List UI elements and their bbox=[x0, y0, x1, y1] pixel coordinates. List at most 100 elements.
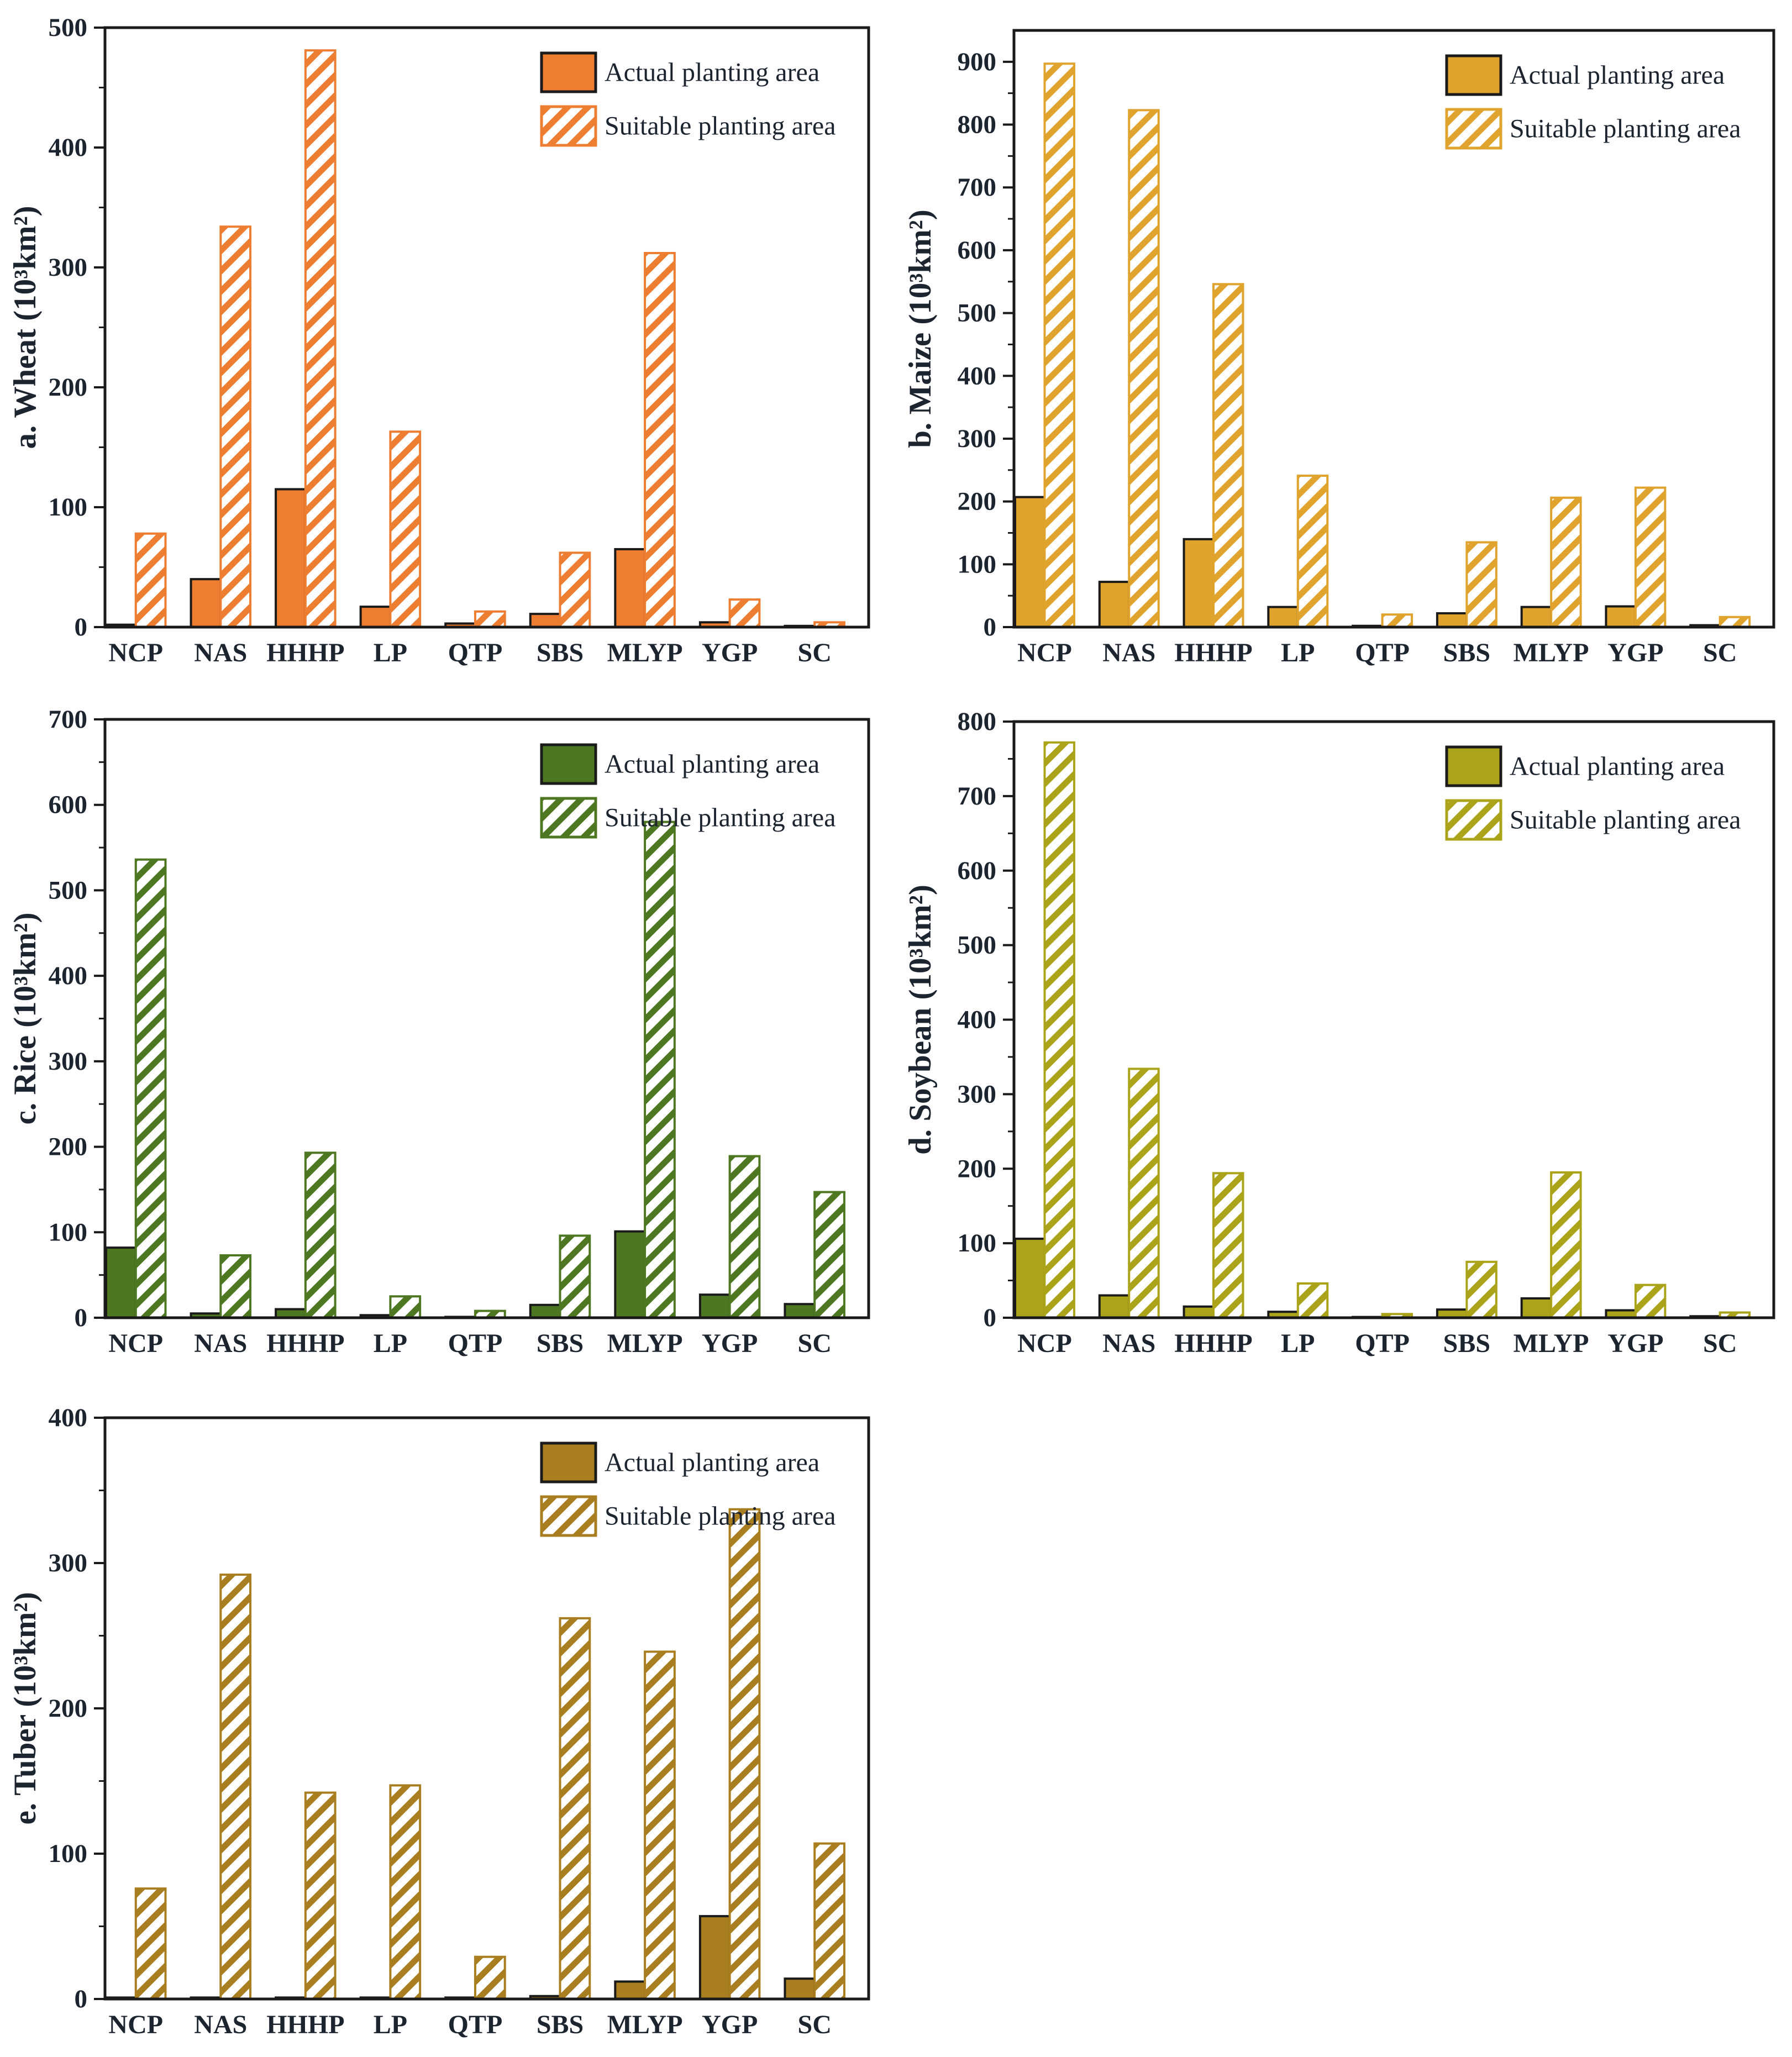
x-tick-label-YGP: YGP bbox=[1607, 638, 1663, 667]
legend-label-suitable: Suitable planting area bbox=[605, 1502, 836, 1531]
bar-actual-LP bbox=[359, 606, 392, 628]
bar-actual-YGP bbox=[698, 1915, 731, 2001]
bar-suitable-YGP bbox=[728, 1508, 761, 2000]
x-tick-label-NCP: NCP bbox=[108, 2010, 163, 2039]
bar-actual-HHHP bbox=[1183, 1305, 1215, 1319]
bar-actual-SC bbox=[784, 1977, 816, 2001]
x-tick-label-QTP: QTP bbox=[448, 638, 503, 667]
legend-label-actual: Actual planting area bbox=[605, 58, 819, 87]
bar-actual-NCP bbox=[105, 1246, 137, 1319]
y-tick-label: 500 bbox=[49, 13, 88, 42]
bar-suitable-LP bbox=[389, 1784, 422, 2000]
y-tick-label: 500 bbox=[49, 876, 88, 904]
x-tick-label-NAS: NAS bbox=[1102, 638, 1155, 667]
bar-actual-MLYP bbox=[1520, 1297, 1553, 1319]
x-tick-label-QTP: QTP bbox=[1355, 1329, 1410, 1358]
x-tick-label-YGP: YGP bbox=[702, 2010, 758, 2039]
x-tick-label-NAS: NAS bbox=[194, 1329, 247, 1358]
y-tick-label: 400 bbox=[49, 961, 88, 990]
bar-suitable-NCP bbox=[134, 858, 167, 1319]
bar-suitable-NCP bbox=[134, 532, 167, 628]
bar-suitable-QTP bbox=[1381, 613, 1413, 629]
y-axis-title: b. Maize (10³km²) bbox=[903, 209, 938, 448]
bar-suitable-MLYP bbox=[1550, 1171, 1582, 1319]
y-axis-title: d. Soybean (10³km²) bbox=[903, 885, 938, 1155]
legend-swatch-suitable bbox=[1445, 108, 1502, 150]
bar-actual-MLYP bbox=[614, 548, 647, 629]
chart-e-tuber: 0 100 200 300 400 NCP NAS HHHP LP QTP SBS MLYP YGP SC… bbox=[0, 1376, 895, 2057]
bar-actual-LP bbox=[1267, 606, 1299, 629]
bar-suitable-YGP bbox=[728, 1155, 761, 1319]
y-tick-label: 0 bbox=[75, 613, 88, 641]
x-tick-label-SC: SC bbox=[798, 1329, 832, 1358]
legend-label-actual: Actual planting area bbox=[1510, 752, 1725, 781]
y-tick-label: 700 bbox=[958, 173, 997, 202]
y-tick-label: 600 bbox=[49, 791, 88, 819]
bar-suitable-MLYP bbox=[644, 1650, 676, 2000]
chart-a-wheat: 0 100 200 300 400 500 NCP NAS HHHP LP QTP SBS MLYP YG… bbox=[0, 0, 895, 685]
bar-suitable-LP bbox=[1296, 475, 1329, 628]
bar-suitable-SBS bbox=[559, 551, 591, 629]
y-tick-label: 800 bbox=[958, 111, 997, 139]
y-tick-label: 300 bbox=[49, 1047, 88, 1076]
bar-suitable-NAS bbox=[219, 1254, 252, 1319]
x-tick-label-SBS: SBS bbox=[537, 638, 584, 667]
wheat-plot: 0 100 200 300 400 500 NCP NAS HHHP LP QTP SBS MLYP YG… bbox=[8, 13, 870, 667]
bar-suitable-MLYP bbox=[1550, 496, 1582, 629]
bar-suitable-HHHP bbox=[1212, 283, 1244, 628]
x-tick-label-LP: LP bbox=[374, 1329, 407, 1358]
y-tick-label: 600 bbox=[958, 236, 997, 265]
legend-label-actual: Actual planting area bbox=[605, 750, 819, 779]
bar-actual-NCP bbox=[1014, 496, 1046, 629]
bar-suitable-NCP bbox=[1043, 741, 1075, 1319]
legend-swatch-actual bbox=[1445, 745, 1502, 787]
bar-actual-SBS bbox=[529, 1303, 561, 1319]
y-tick-label: 100 bbox=[49, 1218, 88, 1246]
bar-actual-SC bbox=[784, 1303, 816, 1319]
bar-suitable-NAS bbox=[1128, 1067, 1160, 1319]
legend-label-suitable: Suitable planting area bbox=[605, 803, 836, 833]
bar-suitable-HHHP bbox=[304, 1791, 337, 2000]
bar-suitable-NAS bbox=[219, 1574, 252, 2001]
legend-label-actual: Actual planting area bbox=[1510, 61, 1725, 90]
legend-label-actual: Actual planting area bbox=[605, 1448, 819, 1477]
bar-suitable-YGP bbox=[1634, 486, 1667, 628]
legend-swatch-suitable bbox=[540, 797, 597, 839]
bar-actual-YGP bbox=[698, 1293, 731, 1319]
y-tick-label: 400 bbox=[958, 1006, 997, 1034]
y-tick-label: 300 bbox=[958, 1080, 997, 1108]
bar-suitable-NAS bbox=[219, 225, 252, 629]
bar-suitable-MLYP bbox=[644, 251, 676, 628]
bar-actual-YGP bbox=[1605, 605, 1637, 629]
chart-b-maize: 0 100 200 300 400 500 600 700 800 900 NCP NAS HHHP LP… bbox=[895, 0, 1792, 685]
y-tick-label: 100 bbox=[958, 1229, 997, 1258]
y-axis-title: c. Rice (10³km²) bbox=[8, 913, 43, 1125]
legend-label-suitable: Suitable planting area bbox=[1510, 114, 1741, 144]
bar-suitable-YGP bbox=[1634, 1283, 1667, 1319]
x-tick-label-QTP: QTP bbox=[448, 1329, 503, 1358]
bar-suitable-LP bbox=[389, 1295, 422, 1319]
x-tick-label-NAS: NAS bbox=[1102, 1329, 1155, 1358]
legend-swatch-suitable bbox=[1445, 799, 1502, 841]
bar-suitable-QTP bbox=[474, 1955, 506, 2000]
y-tick-label: 500 bbox=[958, 299, 997, 328]
bar-suitable-YGP bbox=[728, 598, 761, 628]
x-tick-label-MLYP: MLYP bbox=[1514, 1329, 1589, 1358]
y-tick-label: 100 bbox=[49, 493, 88, 522]
bar-actual-MLYP bbox=[614, 1230, 647, 1319]
x-tick-label-MLYP: MLYP bbox=[1514, 638, 1589, 667]
bar-suitable-NAS bbox=[1128, 109, 1160, 628]
y-axis-title: e. Tuber (10³km²) bbox=[8, 1592, 43, 1824]
bar-suitable-SC bbox=[813, 1842, 845, 2001]
y-tick-label: 400 bbox=[958, 361, 997, 390]
x-tick-label-SBS: SBS bbox=[537, 2010, 584, 2039]
bar-actual-NAS bbox=[1098, 581, 1131, 628]
x-tick-label-HHHP: HHHP bbox=[1174, 1329, 1252, 1358]
y-tick-label: 400 bbox=[49, 133, 88, 162]
y-tick-label: 100 bbox=[49, 1839, 88, 1868]
y-tick-label: 200 bbox=[49, 1133, 88, 1161]
rice-plot: 0 100 200 300 400 500 600 700 NCP NAS HHHP LP QTP SBS… bbox=[8, 705, 870, 1358]
y-tick-label: 500 bbox=[958, 931, 997, 960]
y-tick-label: 400 bbox=[49, 1403, 88, 1432]
